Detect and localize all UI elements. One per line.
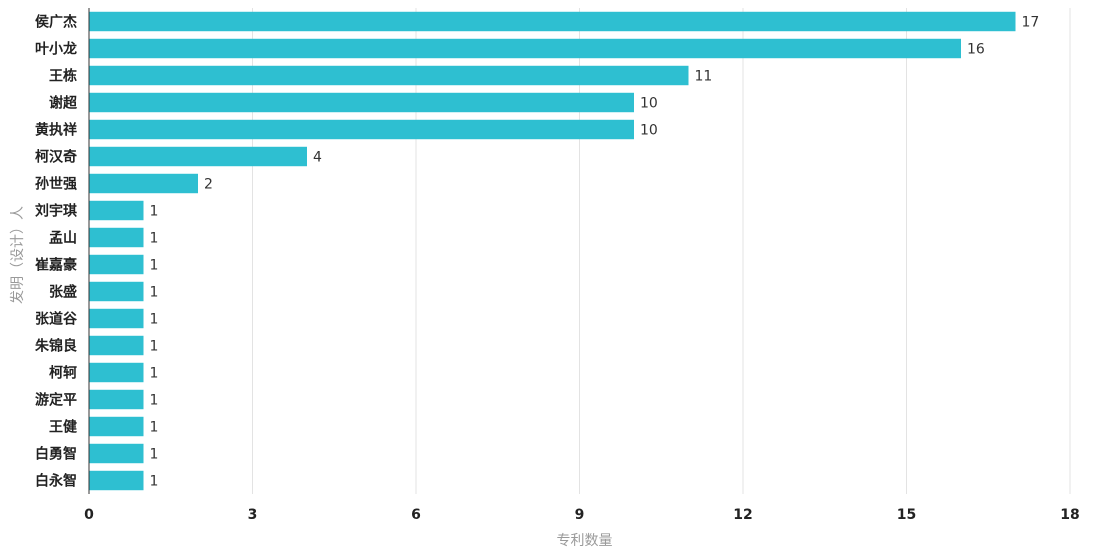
data-label: 10 — [640, 96, 658, 112]
data-label: 1 — [150, 366, 159, 382]
data-label: 17 — [1022, 15, 1040, 31]
category-label: 白永智 — [35, 473, 77, 490]
category-label: 张道谷 — [35, 311, 78, 328]
x-tick-label: 15 — [897, 507, 916, 523]
x-tick-label: 3 — [248, 507, 258, 523]
data-label: 16 — [967, 42, 985, 58]
category-label: 王健 — [49, 419, 77, 436]
category-label: 刘宇琪 — [35, 203, 77, 220]
bar — [89, 227, 144, 248]
data-label: 1 — [150, 204, 159, 220]
bar — [89, 200, 144, 221]
x-axis-title: 专利数量 — [557, 533, 613, 549]
data-label: 1 — [150, 393, 159, 409]
data-label: 1 — [150, 420, 159, 436]
category-label: 孙世强 — [35, 176, 77, 193]
x-tick-label: 6 — [411, 507, 421, 523]
y-axis-title: 发明（设计）人 — [10, 206, 26, 304]
category-label: 柯轲 — [49, 365, 77, 382]
category-label: 王栋 — [49, 68, 77, 85]
x-tick-label: 18 — [1060, 507, 1079, 523]
category-label: 张盛 — [49, 284, 77, 301]
x-tick-label: 9 — [575, 507, 585, 523]
category-label: 谢超 — [49, 95, 78, 112]
bar — [89, 65, 689, 86]
data-label: 10 — [640, 123, 658, 139]
data-label: 1 — [150, 312, 159, 328]
bar — [89, 281, 144, 302]
data-label: 11 — [695, 69, 713, 85]
x-tick-label: 12 — [733, 507, 752, 523]
data-label: 4 — [313, 150, 322, 166]
bar — [89, 335, 144, 356]
bar — [89, 119, 634, 140]
bar — [89, 308, 144, 329]
data-label: 1 — [150, 285, 159, 301]
category-label: 白勇智 — [35, 446, 77, 463]
category-label: 叶小龙 — [35, 41, 77, 58]
bar — [89, 146, 307, 167]
bar — [89, 362, 144, 383]
bar — [89, 38, 961, 59]
category-label: 崔嘉豪 — [35, 257, 77, 274]
category-label: 柯汉奇 — [35, 149, 77, 166]
data-label: 1 — [150, 339, 159, 355]
bar — [89, 443, 144, 464]
category-label: 朱锦良 — [35, 338, 77, 355]
bars — [89, 11, 1016, 491]
category-label: 孟山 — [49, 231, 77, 247]
bar — [89, 173, 198, 194]
data-label: 1 — [150, 447, 159, 463]
data-label: 1 — [150, 231, 159, 247]
category-label: 侯广杰 — [35, 14, 77, 31]
bar — [89, 470, 144, 491]
bar — [89, 11, 1016, 32]
bar — [89, 92, 634, 113]
data-label: 1 — [150, 258, 159, 274]
x-tick-label: 0 — [84, 507, 94, 523]
grid-lines — [252, 8, 1071, 494]
data-label: 2 — [204, 177, 213, 193]
category-label: 游定平 — [35, 392, 77, 409]
category-label: 黄执祥 — [35, 122, 77, 139]
bar — [89, 389, 144, 410]
bar — [89, 254, 144, 275]
data-label: 1 — [150, 474, 159, 490]
bar — [89, 416, 144, 437]
